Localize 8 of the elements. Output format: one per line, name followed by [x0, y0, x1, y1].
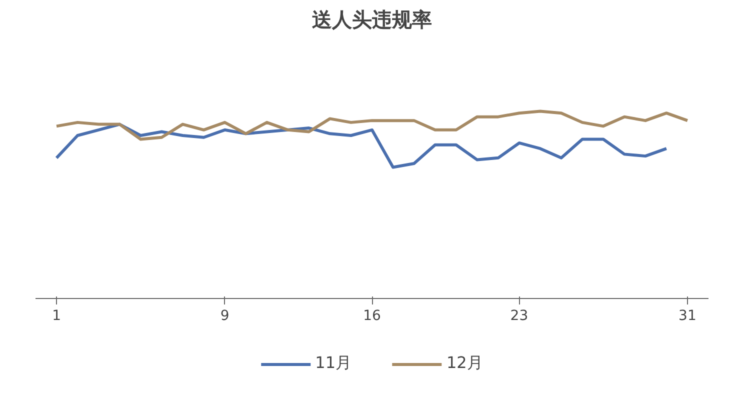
legend-label: 12月	[446, 353, 483, 374]
x-tick-label: 16	[363, 308, 381, 324]
x-tick-label: 1	[52, 308, 61, 324]
legend-label: 11月	[315, 353, 352, 374]
x-tick-label: 9	[220, 308, 230, 324]
x-tick-label: 23	[510, 308, 528, 324]
x-tick-label: 31	[678, 308, 696, 324]
chart-title: 送人头违规率	[311, 8, 432, 32]
